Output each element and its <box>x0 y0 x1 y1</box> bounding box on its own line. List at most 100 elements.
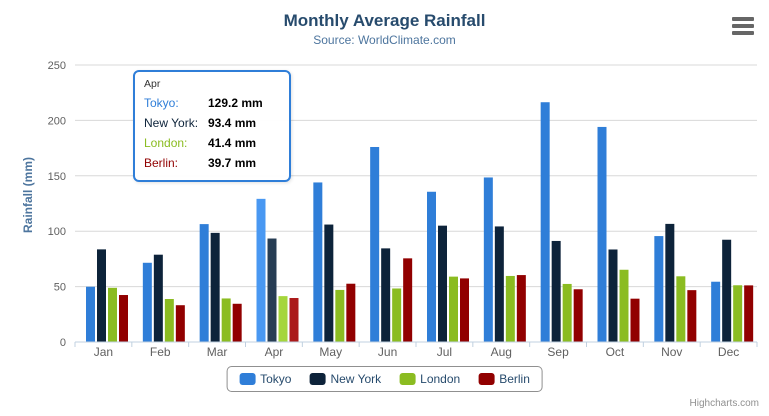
bar-berlin-jul[interactable] <box>460 278 469 342</box>
bar-new-york-may[interactable] <box>324 224 334 342</box>
bar-london-jul[interactable] <box>449 276 458 342</box>
tooltip-header: Apr <box>144 78 161 90</box>
tooltip-row-new-york: New York: 93.4 mm <box>144 113 280 133</box>
y-axis-label: 200 <box>48 115 66 127</box>
y-axis-label: 0 <box>60 337 66 349</box>
x-axis-label: Jun <box>378 345 397 359</box>
hamburger-icon <box>732 17 756 35</box>
tooltip: Apr Tokyo: 129.2 mm New York: 93.4 mm London… <box>133 70 291 182</box>
bar-berlin-apr[interactable] <box>289 298 299 342</box>
legend-item-berlin[interactable]: Berlin <box>478 372 530 386</box>
bar-london-aug[interactable] <box>505 275 515 342</box>
legend-label: London <box>420 372 461 386</box>
x-axis-label: Jul <box>437 345 452 359</box>
tooltip-row-tokyo: Tokyo: 129.2 mm <box>144 93 280 113</box>
chart-title: Monthly Average Rainfall <box>283 11 486 30</box>
bar-new-york-jan[interactable] <box>97 249 106 342</box>
x-axis-label: Apr <box>265 345 284 359</box>
bar-london-feb[interactable] <box>164 299 174 342</box>
chart-subtitle: Source: WorldClimate.com <box>313 33 456 47</box>
x-axis-label: Dec <box>718 345 739 359</box>
bar-tokyo-nov[interactable] <box>654 236 664 342</box>
bar-new-york-mar[interactable] <box>210 232 220 342</box>
legend-swatch-icon <box>239 373 256 385</box>
y-axis-label: 100 <box>48 226 66 238</box>
bar-new-york-nov[interactable] <box>665 223 675 342</box>
bar-london-apr[interactable] <box>278 296 288 342</box>
bar-berlin-oct[interactable] <box>630 298 640 342</box>
tooltip-series-label: London: <box>144 136 188 150</box>
bar-london-dec[interactable] <box>733 285 743 342</box>
bar-new-york-aug[interactable] <box>494 226 504 342</box>
bar-tokyo-jun[interactable] <box>370 146 380 342</box>
y-axis-label: 150 <box>48 171 66 183</box>
bar-berlin-feb[interactable] <box>175 305 185 342</box>
x-axis-label: Aug <box>491 345 512 359</box>
bar-tokyo-sep[interactable] <box>540 102 550 342</box>
legend-item-tokyo[interactable]: Tokyo <box>239 372 291 386</box>
x-axis-label: Mar <box>207 345 228 359</box>
bar-tokyo-dec[interactable] <box>711 281 721 342</box>
bar-london-jan[interactable] <box>108 287 117 342</box>
credits-link[interactable]: Highcharts.com <box>689 398 759 409</box>
bar-new-york-jul[interactable] <box>438 225 447 342</box>
tooltip-series-label: Berlin: <box>144 156 179 170</box>
bar-tokyo-feb[interactable] <box>142 262 152 342</box>
tooltip-series-value: 39.7 mm <box>208 156 257 170</box>
bar-london-may[interactable] <box>335 289 345 342</box>
bar-berlin-dec[interactable] <box>744 285 754 342</box>
bar-london-mar[interactable] <box>221 298 231 342</box>
tooltip-series-value: 41.4 mm <box>208 136 257 150</box>
bar-tokyo-jan[interactable] <box>86 286 95 342</box>
legend-label: Tokyo <box>260 372 292 386</box>
legend-label: New York <box>330 372 382 386</box>
bar-tokyo-apr[interactable] <box>256 198 266 342</box>
bar-berlin-jan[interactable] <box>119 295 128 342</box>
bar-new-york-feb[interactable] <box>153 254 163 342</box>
export-menu-button[interactable] <box>732 16 756 36</box>
tooltip-series-value: 93.4 mm <box>208 116 257 130</box>
bar-tokyo-may[interactable] <box>313 182 323 342</box>
legend-swatch-icon <box>478 373 495 385</box>
y-axis-label: 50 <box>54 282 66 294</box>
x-axis-label: Nov <box>661 345 682 359</box>
tooltip-series-label: Tokyo: <box>144 96 179 110</box>
legend: Tokyo New York London Berlin <box>226 366 543 392</box>
bar-tokyo-aug[interactable] <box>483 177 493 342</box>
bar-new-york-sep[interactable] <box>551 240 561 342</box>
legend-item-new-york[interactable]: New York <box>309 372 381 386</box>
legend-label: Berlin <box>499 372 530 386</box>
bar-tokyo-mar[interactable] <box>199 224 209 342</box>
bar-london-jun[interactable] <box>392 288 402 342</box>
tooltip-row-london: London: 41.4 mm <box>144 133 280 153</box>
bar-berlin-mar[interactable] <box>232 303 242 342</box>
tooltip-series-value: 129.2 mm <box>208 96 263 110</box>
tooltip-row-berlin: Berlin: 39.7 mm <box>144 153 280 173</box>
x-axis-label: Feb <box>150 345 171 359</box>
x-axis-label: Sep <box>547 345 569 359</box>
bar-berlin-aug[interactable] <box>516 275 526 342</box>
x-axis-label: May <box>319 345 342 359</box>
tooltip-series-label: New York: <box>144 116 199 130</box>
x-axis-label: Oct <box>606 345 625 359</box>
x-axis-label: Jan <box>94 345 113 359</box>
bar-new-york-dec[interactable] <box>722 239 732 342</box>
legend-swatch-icon <box>309 373 326 385</box>
bar-berlin-sep[interactable] <box>573 289 583 342</box>
bar-london-oct[interactable] <box>619 269 629 342</box>
bar-new-york-jun[interactable] <box>381 248 391 342</box>
bar-tokyo-oct[interactable] <box>597 126 607 342</box>
bar-london-sep[interactable] <box>562 283 572 342</box>
legend-swatch-icon <box>399 373 416 385</box>
bar-tokyo-jul[interactable] <box>427 191 436 342</box>
bar-new-york-oct[interactable] <box>608 249 618 342</box>
y-axis-label: 250 <box>48 60 66 72</box>
bar-berlin-jun[interactable] <box>403 258 413 342</box>
bar-london-nov[interactable] <box>676 276 686 342</box>
legend-item-london[interactable]: London <box>399 372 460 386</box>
bar-new-york-apr[interactable] <box>267 238 277 342</box>
bar-berlin-may[interactable] <box>346 283 356 342</box>
bar-berlin-nov[interactable] <box>687 290 697 342</box>
